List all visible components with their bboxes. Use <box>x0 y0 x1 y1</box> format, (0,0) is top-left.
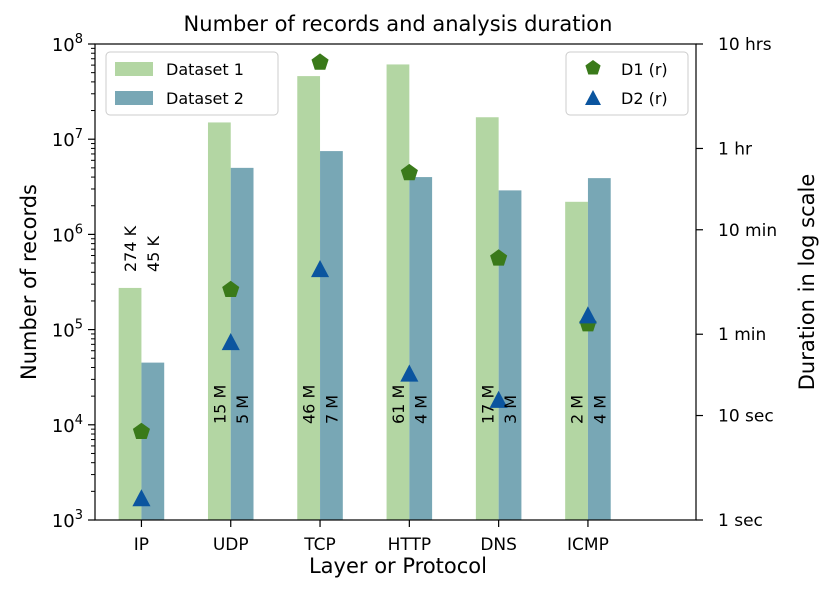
x-tick-label: IP <box>134 535 149 555</box>
y-tick-label: 105 <box>52 318 83 342</box>
y2-tick-label: 10 min <box>718 221 777 241</box>
y2-tick-label: 1 hr <box>718 139 752 159</box>
y-axis-left: 103 104 105 106 107 108 <box>52 32 95 532</box>
plot-frame <box>94 43 697 521</box>
bar-label-dataset-2-tcp: 7 M <box>322 395 341 424</box>
legend-left: Dataset 1 Dataset 2 <box>105 51 279 116</box>
bar-dataset-2-icmp <box>587 178 611 520</box>
y2-tick-label: 1 sec <box>718 511 763 531</box>
marker-d2-udp <box>221 333 240 351</box>
bar-label-dataset-2-udp: 5 M <box>233 395 252 424</box>
bar-dataset-1-icmp <box>565 201 588 521</box>
bar-label-dataset-2-http: 4 M <box>412 395 431 424</box>
markers-layer <box>132 53 597 507</box>
y-tick-label: 107 <box>52 127 83 151</box>
x-tick-label: HTTP <box>388 535 432 555</box>
y-axis-label: Number of records <box>17 184 41 380</box>
chart-title: Number of records and analysis duration <box>184 12 613 36</box>
legend-label-dataset-1: Dataset 1 <box>166 60 244 79</box>
legend-right: D1 (r) D2 (r) <box>565 51 689 116</box>
bar-label-dataset-1-udp: 15 M <box>210 385 229 424</box>
legend-swatch-dataset-2 <box>115 91 153 105</box>
bar-dataset-2-http <box>409 177 433 520</box>
x-axis: IP UDP TCP HTTP DNS ICMP <box>134 520 609 555</box>
y-axis-right-label: Duration in log scale <box>795 174 819 391</box>
bar-dataset-2-udp <box>230 167 254 521</box>
marker-d1-udp <box>222 280 240 297</box>
bar-dataset-1-tcp <box>297 76 321 521</box>
legend-label-dataset-2: Dataset 2 <box>166 89 244 108</box>
marker-d1-tcp <box>311 53 329 70</box>
bar-dataset-2-ip <box>141 362 165 520</box>
legend-marker-d1 <box>585 60 601 75</box>
bar-dataset-2-tcp <box>320 151 343 520</box>
y2-tick-label: 10 hrs <box>718 35 772 55</box>
bar-label-dataset-1-tcp: 46 M <box>300 385 319 424</box>
bar-dataset-1-ip <box>118 287 142 520</box>
marker-d2-tcp <box>311 260 330 278</box>
y-axis-right: 1 sec 10 sec 1 min 10 min 1 hr 10 hrs <box>696 35 777 531</box>
y2-tick-label: 10 sec <box>718 407 774 427</box>
marker-d2-http <box>400 364 419 382</box>
legend-swatch-dataset-1 <box>115 62 153 76</box>
bar-label-dataset-1-ip: 274 K <box>121 225 140 272</box>
bar-label-dataset-2-icmp: 4 M <box>590 395 609 424</box>
bar-dataset-1-udp <box>207 122 231 520</box>
y-tick-label: 103 <box>52 508 83 532</box>
bar-dataset-2-dns <box>498 190 522 520</box>
x-axis-label: Layer or Protocol <box>309 554 487 578</box>
bar-label-dataset-1-dns: 17 M <box>478 385 497 424</box>
marker-d1-http <box>400 163 418 181</box>
legend-label-d2: D2 (r) <box>621 89 668 108</box>
y-tick-label: 106 <box>52 222 83 246</box>
bar-dataset-1-dns <box>475 117 499 520</box>
bar-label-dataset-1-icmp: 2 M <box>568 395 587 424</box>
marker-d1-ip <box>132 422 150 439</box>
x-tick-label: UDP <box>213 535 249 555</box>
y-tick-label: 104 <box>52 413 83 437</box>
marker-d2-ip <box>132 489 151 507</box>
x-tick-label: ICMP <box>567 535 609 555</box>
x-tick-label: DNS <box>480 535 517 555</box>
x-tick-label: TCP <box>303 535 336 555</box>
marker-d1-dns <box>490 249 508 266</box>
y2-tick-label: 1 min <box>718 325 766 345</box>
bar-label-dataset-2-ip: 45 K <box>144 236 163 272</box>
bar-label-dataset-2-dns: 3 M <box>501 395 520 424</box>
marker-d2-dns <box>489 390 508 408</box>
marker-d2-icmp <box>578 306 597 324</box>
y-tick-label: 108 <box>52 32 83 56</box>
legend-marker-d2 <box>585 90 601 105</box>
bars-layer <box>118 64 611 521</box>
bar-label-dataset-1-http: 61 M <box>389 385 408 424</box>
legend-label-d1: D1 (r) <box>621 60 668 79</box>
bar-dataset-1-http <box>386 64 410 520</box>
